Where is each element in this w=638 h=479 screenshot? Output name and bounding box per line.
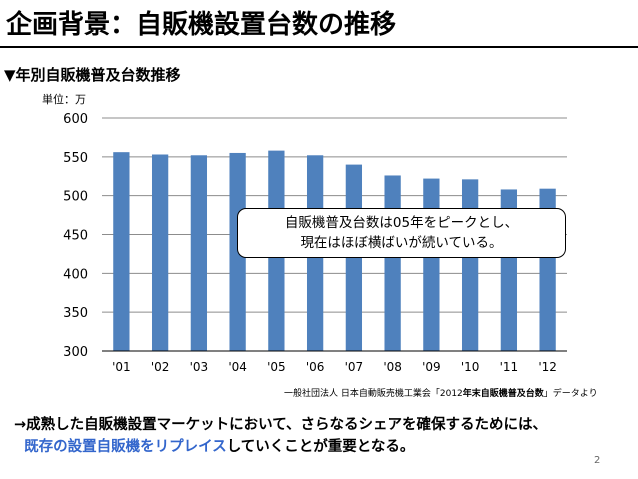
callout-line-2: 現在はほぼ横ばいが続いている。: [300, 235, 503, 251]
bar: [461, 179, 479, 351]
bar: [113, 152, 130, 351]
source-prefix: 一般社団法人 日本自動販売機工業会「2012: [284, 389, 463, 399]
x-tick-label: '08: [383, 360, 402, 374]
x-tick-label: '11: [500, 360, 519, 374]
y-tick-label: 400: [63, 267, 88, 282]
y-tick-label: 600: [63, 112, 88, 127]
x-tick-label: '10: [461, 360, 480, 374]
unit-label: 単位：万: [42, 93, 86, 106]
conclusion-highlight: 既存の設置自販機をリプレイス: [24, 439, 227, 455]
x-tick-label: '09: [422, 360, 441, 374]
source-bold: 年末自販機普及台数: [462, 389, 544, 399]
source-suffix: 」データより: [543, 389, 598, 399]
chart-subtitle: ▼年別自販機普及台数推移: [4, 66, 181, 84]
source-note: 一般社団法人 日本自動販売機工業会「2012年末自販機普及台数」データより: [284, 386, 598, 399]
x-tick-label: '02: [151, 360, 170, 374]
callout-line-1: 自販機普及台数は05年をピークとし、: [284, 215, 519, 231]
y-tick-label: 550: [63, 151, 88, 166]
bar: [384, 175, 401, 351]
conclusion-line-1: →成熟した自販機設置マーケットにおいて、さらなるシェアを確保するためには、: [14, 417, 547, 433]
slide-title: 企画背景：自販機設置台数の推移: [6, 10, 397, 40]
conclusion-line-2: 既存の設置自販機をリプレイスしていくことが重要となる。: [14, 436, 547, 458]
y-tick-label: 300: [63, 345, 88, 360]
x-tick-label: '07: [345, 360, 364, 374]
bar: [423, 178, 440, 351]
page-number: 2: [594, 455, 601, 466]
y-tick-label: 450: [63, 229, 88, 244]
x-tick-label: '05: [267, 360, 286, 374]
title-underline: [0, 46, 638, 48]
callout-box: 自販機普及台数は05年をピークとし、 現在はほぼ横ばいが続いている。: [237, 208, 566, 258]
y-tick-label: 350: [63, 306, 88, 321]
x-tick-label: '01: [112, 360, 131, 374]
x-tick-label: '04: [228, 360, 247, 374]
conclusion-rest: していくことが重要となる。: [226, 439, 415, 455]
x-tick-label: '06: [306, 360, 325, 374]
y-tick-label: 500: [63, 190, 88, 205]
conclusion-text: →成熟した自販機設置マーケットにおいて、さらなるシェアを確保するためには、 既存…: [14, 414, 547, 458]
x-tick-label: '03: [190, 360, 209, 374]
bar: [190, 155, 208, 351]
bar: [151, 154, 169, 351]
x-tick-label: '12: [538, 360, 557, 374]
